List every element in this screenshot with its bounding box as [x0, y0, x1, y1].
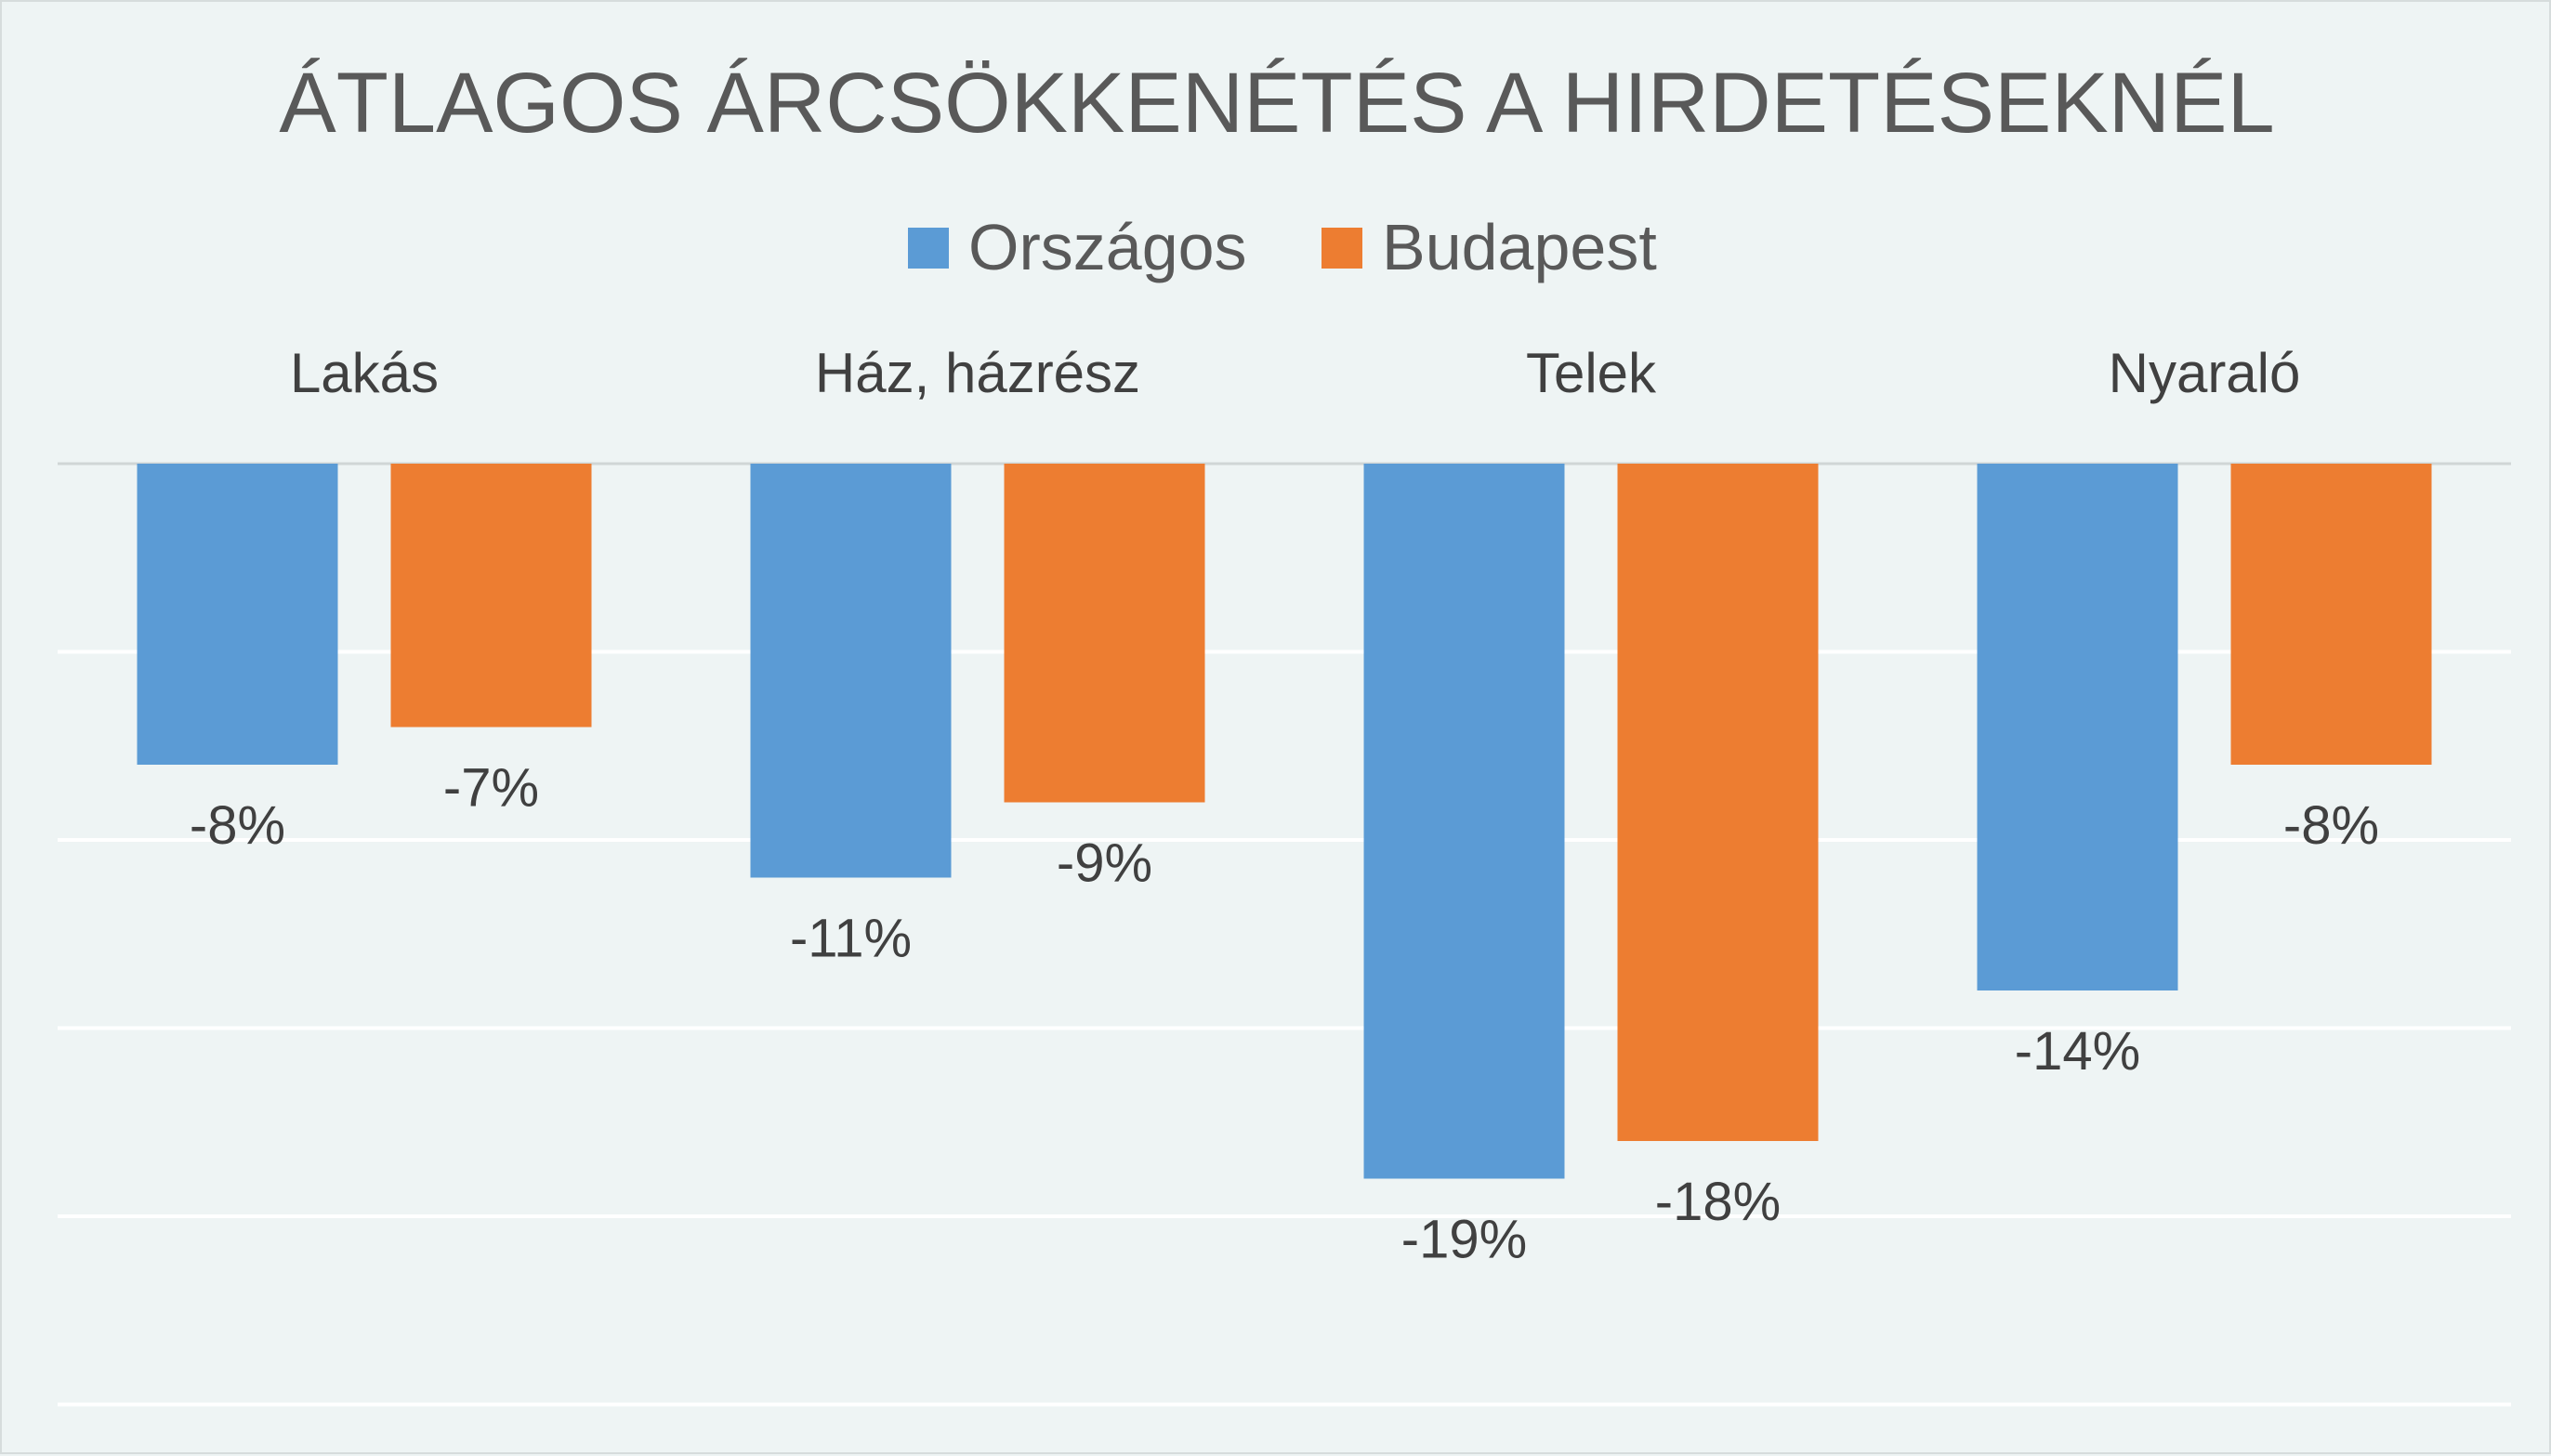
data-label: -9%: [1057, 833, 1152, 894]
data-label: -11%: [790, 909, 912, 969]
legend-item: Budapest: [1322, 211, 1657, 283]
data-label: -19%: [1401, 1210, 1527, 1270]
bar: [1363, 464, 1565, 1179]
bars: [137, 464, 2432, 1179]
legend-item: Országos: [908, 211, 1247, 283]
bar: [390, 464, 592, 728]
legend-label: Országos: [968, 211, 1247, 283]
category-label: Telek: [1526, 342, 1657, 404]
data-label: -7%: [443, 758, 539, 819]
data-label: -14%: [2015, 1021, 2140, 1082]
chart-title: ÁTLAGOS ÁRCSÖKKENÉTÉS A HIRDETÉSEKNÉL: [279, 56, 2274, 151]
category-label: Nyaraló: [2109, 342, 2301, 404]
category-label: Ház, házrész: [815, 342, 1140, 404]
data-label: -18%: [1655, 1172, 1781, 1232]
category-labels: Lakás Ház, házrész Telek Nyaraló: [290, 342, 2300, 404]
bar: [1977, 464, 2178, 990]
data-labels: -8% -7% -11% -9% -19% -18% -14% -8%: [190, 758, 2379, 1270]
legend-swatch: [1322, 228, 1362, 269]
data-label: -8%: [190, 795, 285, 856]
legend-swatch: [908, 228, 949, 269]
bar: [1617, 464, 1819, 1141]
legend: Országos Budapest: [908, 211, 1657, 283]
legend-label: Budapest: [1382, 211, 1657, 283]
category-label: Lakás: [290, 342, 439, 404]
bar: [1004, 464, 1205, 803]
bar: [750, 464, 952, 878]
data-label: -8%: [2283, 795, 2379, 856]
bar: [137, 464, 338, 765]
bar: [2230, 464, 2432, 765]
